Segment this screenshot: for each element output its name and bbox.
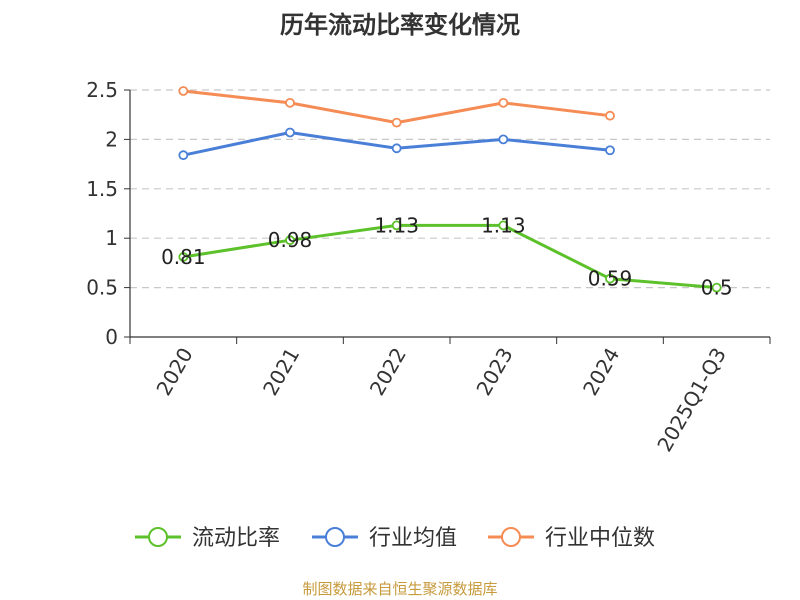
data-label: 1.13 [374,213,419,237]
y-tick-label: 2 [105,127,118,151]
chart-title: 历年流动比率变化情况 [280,11,520,39]
data-point [605,273,615,284]
data-point [285,127,295,138]
data-point [391,143,402,154]
legend-marker [501,527,521,547]
y-tick-label: 2.5 [86,78,118,102]
legend-item-1: 行业均值 [312,526,457,551]
data-point [391,117,402,128]
data-point [285,235,295,246]
data-label: 1.13 [481,213,526,237]
y-tick-label: 1 [105,226,118,250]
x-tick-label: 2023 [471,344,517,400]
x-tick-label: 2024 [578,344,624,400]
legend-label: 行业均值 [369,526,457,551]
x-tick-label: 2025Q1-Q3 [652,344,731,456]
data-label: 0.81 [161,245,206,269]
data-point [498,134,509,145]
y-tick-label: 1.5 [86,177,118,201]
legend: 流动比率 行业均值 行业中位数 [135,526,655,551]
data-point [285,97,295,108]
legend-marker [148,527,168,547]
x-tick-label: 2020 [151,344,197,400]
data-label: 0.98 [268,228,313,252]
data-point [178,86,189,96]
series-0: 0.81 0.98 1.13 1.13 0.59 0.5 [161,213,733,299]
legend-marker [325,527,345,547]
series-2 [178,86,615,128]
x-tick-label: 2022 [365,344,411,400]
data-point [178,252,189,262]
series-1 [178,127,615,161]
data-label: 0.59 [588,267,633,291]
series-group: 0.81 0.98 1.13 1.13 0.59 0.5 [161,86,733,300]
data-point [391,220,402,231]
data-source-note: 制图数据来自恒生聚源数据库 [302,580,498,598]
legend-item-0: 流动比率 [135,526,280,551]
data-point [498,220,509,231]
data-label: 0.5 [701,276,733,300]
legend-label: 流动比率 [192,526,280,551]
y-tick-label: 0.5 [86,276,118,300]
data-point [498,97,509,108]
x-tick-label: 2021 [258,344,304,400]
legend-item-2: 行业中位数 [488,526,655,551]
y-tick-label: 0 [105,325,118,349]
series-line [183,223,717,290]
grid-lines [130,89,770,289]
data-point [605,145,615,156]
data-point [178,150,189,161]
data-point [711,282,722,293]
data-point [605,110,615,121]
legend-label: 行业中位数 [545,526,655,551]
